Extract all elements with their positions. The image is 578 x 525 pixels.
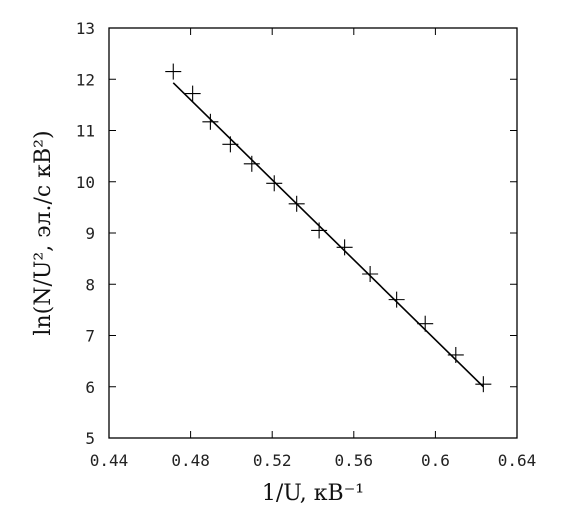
data-point-marker — [288, 195, 305, 212]
data-point-marker — [165, 63, 182, 80]
x-tick-label: 0.52 — [253, 451, 292, 470]
x-tick-label: 0.6 — [421, 451, 450, 470]
y-tick-label: 6 — [85, 378, 95, 397]
data-point-marker — [202, 113, 219, 130]
data-point-marker — [388, 291, 405, 308]
data-point-marker — [336, 239, 353, 256]
x-tick-label: 0.48 — [171, 451, 210, 470]
y-tick-label: 7 — [85, 327, 95, 346]
x-tick-label: 0.44 — [90, 451, 129, 470]
y-tick-label: 11 — [76, 122, 95, 141]
fit-line-layer — [172, 82, 484, 388]
y-tick-label: 12 — [76, 70, 95, 89]
data-point-marker — [222, 136, 239, 153]
axis-ticks — [108, 27, 518, 439]
data-point-marker — [266, 175, 283, 192]
data-point-marker — [417, 315, 434, 332]
data-point-marker — [362, 266, 379, 282]
data-points — [165, 63, 492, 393]
y-tick-label: 13 — [76, 19, 95, 38]
data-point-marker — [311, 222, 328, 239]
x-tick-label: 0.56 — [335, 451, 374, 470]
y-tick-label: 8 — [85, 275, 95, 294]
data-point-marker — [475, 376, 492, 393]
x-axis-title: 1/U, кВ⁻¹ — [262, 481, 364, 506]
plot-frame — [108, 27, 518, 439]
y-tick-labels: 5 6 7 8 9 10 11 12 13 — [76, 19, 95, 448]
fit-line — [172, 82, 484, 388]
data-point-marker — [184, 85, 201, 102]
y-axis-title: ln(N/U², эл./с кВ²) — [31, 130, 56, 335]
y-tick-label: 10 — [76, 173, 95, 192]
x-tick-label: 0.64 — [498, 451, 537, 470]
y-tick-label: 9 — [85, 224, 95, 243]
x-tick-labels: 0.44 0.48 0.52 0.56 0.6 0.64 — [90, 451, 537, 470]
data-point-marker — [447, 346, 464, 363]
data-point-marker — [243, 155, 260, 172]
y-tick-label: 5 — [85, 429, 95, 448]
